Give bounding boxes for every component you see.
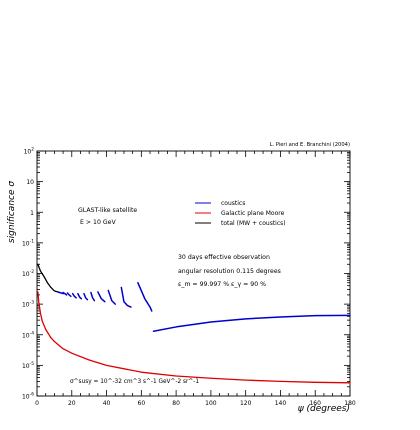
legend-label-galactic-plane-moore: Galactic plane Moore: [221, 210, 285, 217]
legend-label-total-mw-coustics: total (MW + coustics): [221, 220, 286, 227]
coustics-segment: [66, 292, 72, 298]
x-tick-label: 40: [103, 400, 111, 407]
satellite-text: GLAST-like satellite: [78, 207, 137, 214]
legend: coustics Galactic plane Moore total (MW + …: [195, 200, 286, 227]
x-tick-label: 180: [344, 400, 356, 407]
coustics-segment: [83, 292, 89, 301]
total-mw-coustics-line: [37, 263, 61, 294]
x-tick-label: 20: [68, 400, 76, 407]
coustics-segment: [71, 292, 77, 299]
galactic-plane-moore-line: [37, 291, 351, 384]
y-tick-label: 10-3: [22, 300, 34, 309]
x-tick-label: 100: [205, 400, 217, 407]
x-tick-label: 80: [172, 400, 180, 407]
credit-text: L. Pieri and E. Branchini (2004): [270, 142, 350, 148]
x-tick-label: 0: [35, 400, 39, 407]
series-layer: [37, 263, 351, 384]
coustics-segment: [97, 291, 106, 303]
y-tick-label: 102: [24, 147, 35, 156]
y-tick-label: 10: [26, 179, 34, 186]
coustics-segment: [90, 291, 96, 302]
observation-text: 30 days effective observation: [178, 254, 270, 261]
cross-section-text: σ^susy = 10^-32 cm^3 s^-1 GeV^-2 sr^-1: [70, 379, 199, 385]
y-axis: 10-6 10-5 10-4 10-3 10-2 10-1 1 10 102: [22, 147, 350, 401]
x-tick-label: 160: [309, 400, 321, 407]
efficiency-text: ε_m = 99.997 % ε_γ = 90 %: [178, 281, 266, 288]
coustics-segment: [120, 286, 132, 308]
coustics-segment: [57, 291, 64, 295]
energy-text: E > 10 GeV: [80, 219, 116, 226]
x-axis: 0 20 40 60 80 100 120 140 160 180: [35, 151, 356, 407]
legend-label-coustics: coustics: [221, 200, 245, 207]
x-tick-label: 140: [275, 400, 287, 407]
y-tick-label: 10-2: [22, 269, 34, 278]
x-axis-label: ψ (degrees): [298, 404, 350, 414]
coustics-segment: [137, 281, 153, 312]
y-tick-label: 10-5: [22, 361, 34, 370]
y-tick-label: 10-6: [22, 392, 34, 401]
y-tick-label: 10-4: [22, 330, 34, 339]
x-tick-label: 60: [138, 400, 146, 407]
y-tick-label: 1: [30, 210, 34, 217]
coustics-segment: [152, 314, 351, 333]
coustics-segment: [77, 292, 83, 300]
coustics-segment: [107, 289, 116, 305]
coustics-segment: [62, 291, 68, 296]
resolution-text: angular resolution 0.115 degrees: [178, 268, 281, 275]
y-axis-label: significance σ: [7, 181, 17, 243]
y-tick-label: 10-1: [22, 238, 34, 247]
x-tick-label: 120: [240, 400, 252, 407]
